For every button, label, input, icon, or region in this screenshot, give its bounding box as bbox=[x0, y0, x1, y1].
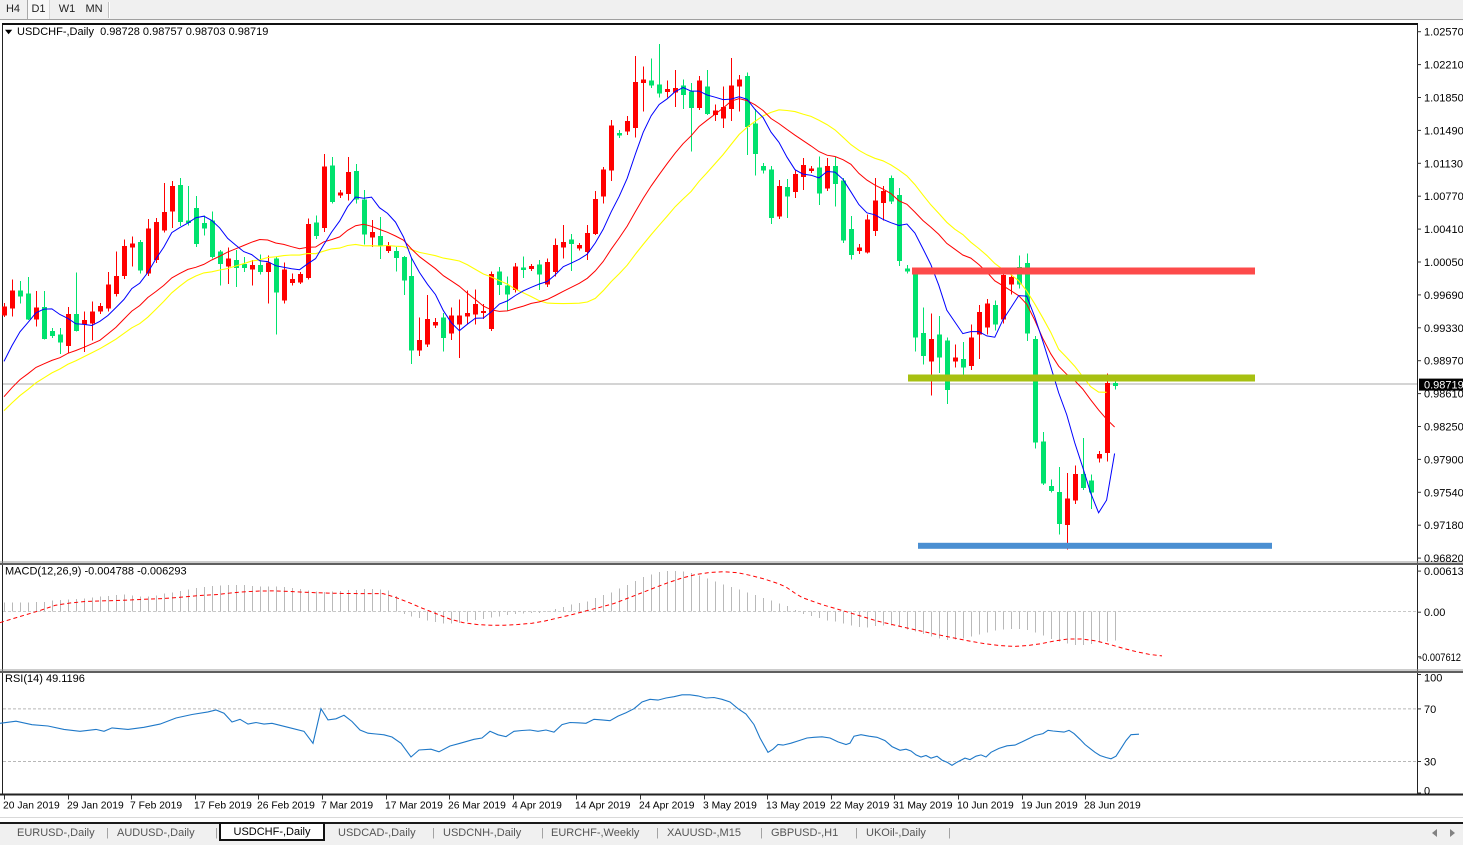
svg-text:100: 100 bbox=[1424, 673, 1442, 685]
svg-text:0: 0 bbox=[1424, 786, 1430, 798]
svg-text:20 Jan 2019: 20 Jan 2019 bbox=[3, 801, 60, 812]
svg-text:30: 30 bbox=[1424, 757, 1436, 769]
svg-text:7 Feb 2019: 7 Feb 2019 bbox=[130, 801, 182, 812]
svg-text:0.99330: 0.99330 bbox=[1424, 323, 1463, 335]
svg-text:3 May 2019: 3 May 2019 bbox=[703, 801, 757, 812]
svg-text:19 Jun 2019: 19 Jun 2019 bbox=[1021, 801, 1078, 812]
svg-text:0.98970: 0.98970 bbox=[1424, 356, 1463, 368]
svg-text:22 May 2019: 22 May 2019 bbox=[830, 801, 890, 812]
svg-text:26 Mar 2019: 26 Mar 2019 bbox=[448, 801, 506, 812]
svg-text:31 May 2019: 31 May 2019 bbox=[893, 801, 953, 812]
svg-text:70: 70 bbox=[1424, 704, 1436, 716]
svg-text:1.02570: 1.02570 bbox=[1424, 27, 1463, 39]
svg-text:1.01850: 1.01850 bbox=[1424, 93, 1463, 105]
svg-text:MACD(12,26,9) -0.004788 -0.006: MACD(12,26,9) -0.004788 -0.006293 bbox=[5, 566, 187, 578]
svg-text:0.00: 0.00 bbox=[1424, 607, 1445, 619]
svg-text:0.97540: 0.97540 bbox=[1424, 487, 1463, 499]
svg-text:RSI(14) 49.1196: RSI(14) 49.1196 bbox=[5, 673, 85, 685]
svg-text:29 Jan 2019: 29 Jan 2019 bbox=[67, 801, 124, 812]
svg-text:0.00613: 0.00613 bbox=[1424, 566, 1463, 578]
svg-text:13 May 2019: 13 May 2019 bbox=[766, 801, 826, 812]
svg-text:USDCHF-,Daily 0.98728 0.98757: USDCHF-,Daily 0.98728 0.98757 0.98703 0.… bbox=[17, 26, 268, 38]
svg-text:1.01130: 1.01130 bbox=[1424, 158, 1463, 170]
svg-text:24 Apr 2019: 24 Apr 2019 bbox=[639, 801, 695, 812]
svg-text:14 Apr 2019: 14 Apr 2019 bbox=[575, 801, 631, 812]
svg-text:0.97900: 0.97900 bbox=[1424, 454, 1463, 466]
svg-text:0.97180: 0.97180 bbox=[1424, 520, 1463, 532]
svg-text:1.02210: 1.02210 bbox=[1424, 60, 1463, 72]
svg-text:1.01490: 1.01490 bbox=[1424, 125, 1463, 137]
svg-text:0.99690: 0.99690 bbox=[1424, 290, 1463, 302]
svg-text:17 Mar 2019: 17 Mar 2019 bbox=[385, 801, 443, 812]
svg-text:28 Jun 2019: 28 Jun 2019 bbox=[1084, 801, 1141, 812]
svg-text:-0.007612: -0.007612 bbox=[1419, 652, 1461, 664]
svg-text:26 Feb 2019: 26 Feb 2019 bbox=[257, 801, 315, 812]
svg-text:1.00050: 1.00050 bbox=[1424, 257, 1463, 269]
svg-text:1.00410: 1.00410 bbox=[1424, 224, 1463, 236]
svg-text:0.98250: 0.98250 bbox=[1424, 422, 1463, 434]
svg-text:0.96820: 0.96820 bbox=[1424, 553, 1463, 565]
svg-text:1.00770: 1.00770 bbox=[1424, 191, 1463, 203]
svg-text:0.98610: 0.98610 bbox=[1424, 389, 1463, 401]
svg-text:0.98719: 0.98719 bbox=[1424, 379, 1463, 391]
svg-text:10 Jun 2019: 10 Jun 2019 bbox=[957, 801, 1014, 812]
svg-text:7 Mar 2019: 7 Mar 2019 bbox=[321, 801, 373, 812]
svg-text:4 Apr 2019: 4 Apr 2019 bbox=[512, 801, 562, 812]
svg-text:17 Feb 2019: 17 Feb 2019 bbox=[194, 801, 252, 812]
